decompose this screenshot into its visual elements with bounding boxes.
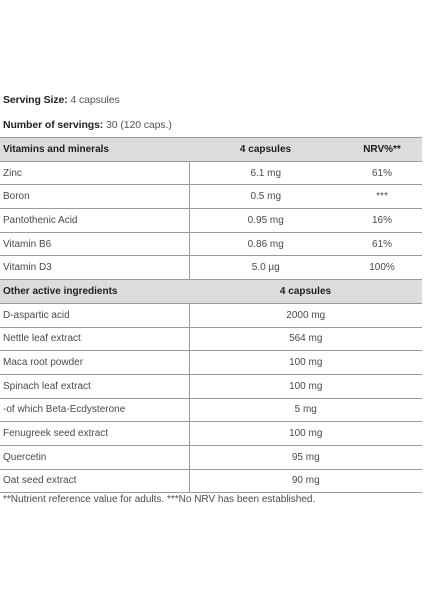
serving-size-value: 4 capsules (70, 94, 120, 106)
vitamin-name: Boron (0, 184, 189, 210)
active-ingredient-name: -of which Beta-Ecdysterone (0, 398, 189, 423)
vitamins-header-name: Vitamins and minerals (0, 137, 189, 162)
vitamins-header-amount: 4 capsules (189, 137, 342, 162)
vitamin-nrv: 61% (342, 161, 422, 186)
active-ingredient-name: Spinach leaf extract (0, 374, 189, 399)
active-ingredient-amount: 100 mg (188, 374, 422, 399)
active-ingredient-amount: 100 mg (188, 421, 422, 446)
vitamin-amount: 0.86 mg (188, 232, 342, 257)
active-ingredient-name: Quercetin (0, 445, 189, 470)
vitamin-name: Zinc (0, 161, 189, 186)
active-ingredient-name: Nettle leaf extract (0, 327, 189, 352)
actives-header-amount: 4 capsules (189, 279, 422, 304)
active-ingredient-row: Nettle leaf extract 564 mg (0, 327, 422, 352)
active-ingredient-amount: 564 mg (188, 327, 422, 352)
active-ingredient-name: D-aspartic acid (0, 303, 189, 328)
vitamin-nrv: 100% (342, 255, 422, 281)
number-of-servings: Number of servings: 30 (120 caps.) (3, 119, 172, 131)
active-ingredient-name: Oat seed extract (0, 469, 189, 494)
active-ingredient-row: Spinach leaf extract 100 mg (0, 374, 422, 399)
vitamin-amount: 0.5 mg (188, 184, 342, 210)
active-ingredient-amount: 100 mg (188, 350, 422, 375)
serving-size-label: Serving Size: (3, 94, 68, 106)
vitamin-nrv: 16% (342, 208, 422, 233)
supplement-facts-table: Vitamins and minerals 4 capsules NRV%** … (0, 137, 422, 494)
active-ingredient-amount: 95 mg (188, 445, 422, 470)
vitamin-row: Pantothenic Acid 0.95 mg 16% (0, 208, 422, 233)
vitamin-row: Zinc 6.1 mg 61% (0, 161, 422, 186)
active-ingredient-amount: 5 mg (188, 398, 422, 423)
active-ingredient-row: -of which Beta-Ecdysterone 5 mg (0, 398, 422, 423)
vitamin-name: Pantothenic Acid (0, 208, 189, 233)
active-ingredient-name: Maca root powder (0, 350, 189, 375)
vitamins-header-nrv: NRV%** (342, 137, 422, 162)
vitamin-row: Vitamin D3 5.0 µg 100% (0, 255, 422, 281)
vitamin-name: Vitamin B6 (0, 232, 189, 257)
active-ingredient-row: Fenugreek seed extract 100 mg (0, 421, 422, 446)
actives-header-row: Other active ingredients 4 capsules (0, 279, 422, 304)
vitamin-nrv: *** (342, 184, 422, 210)
serving-size: Serving Size: 4 capsules (3, 94, 120, 106)
vitamin-name: Vitamin D3 (0, 255, 189, 281)
vitamins-header-row: Vitamins and minerals 4 capsules NRV%** (0, 137, 422, 162)
vitamin-amount: 0.95 mg (188, 208, 342, 233)
servings-value: 30 (120 caps.) (106, 119, 172, 131)
active-ingredient-row: Oat seed extract 90 mg (0, 469, 422, 494)
active-ingredient-row: Maca root powder 100 mg (0, 350, 422, 375)
active-ingredient-name: Fenugreek seed extract (0, 421, 189, 446)
vitamin-amount: 5.0 µg (188, 255, 342, 281)
vitamin-row: Vitamin B6 0.86 mg 61% (0, 232, 422, 257)
vitamin-amount: 6.1 mg (188, 161, 342, 186)
active-ingredient-amount: 90 mg (188, 469, 422, 494)
active-ingredient-row: Quercetin 95 mg (0, 445, 422, 470)
actives-header-name: Other active ingredients (0, 279, 189, 304)
servings-label: Number of servings: (3, 119, 104, 131)
vitamin-row: Boron 0.5 mg *** (0, 184, 422, 210)
active-ingredient-row: D-aspartic acid 2000 mg (0, 303, 422, 328)
active-ingredient-amount: 2000 mg (188, 303, 422, 328)
vitamin-nrv: 61% (342, 232, 422, 257)
footnote: **Nutrient reference value for adults. *… (3, 494, 316, 505)
